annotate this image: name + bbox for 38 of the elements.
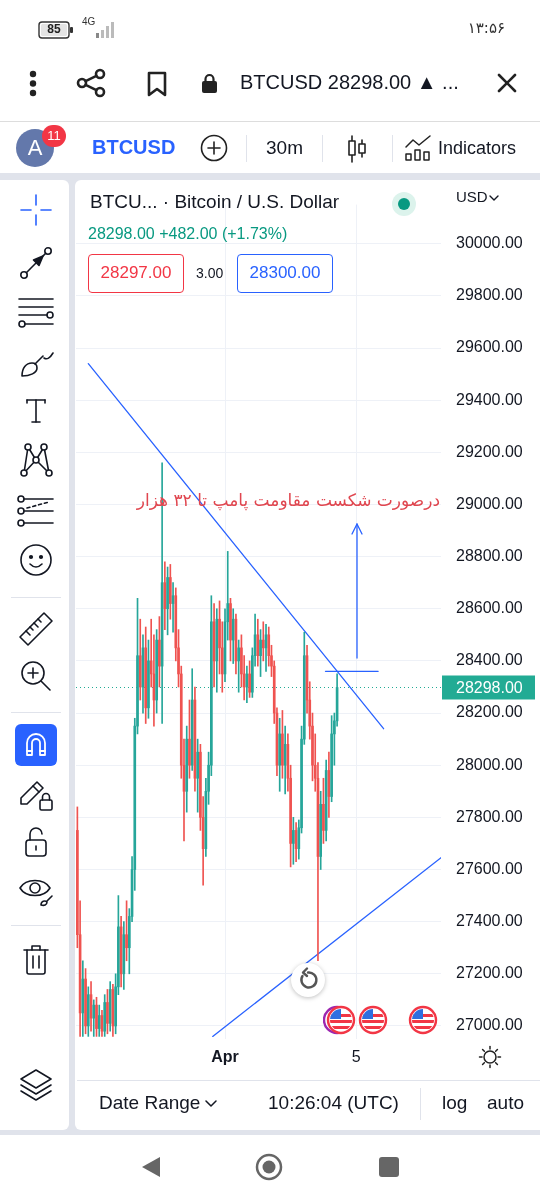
text: Date Range — [99, 1092, 201, 1114]
y-tick-label: 29200.00 — [456, 442, 523, 460]
y-tick-label: 28800.00 — [456, 547, 523, 565]
x-tick-label: Apr — [211, 1048, 239, 1066]
text: 85 — [38, 22, 70, 36]
y-tick-label: 28400.00 — [456, 651, 523, 669]
text: 11 — [47, 128, 61, 144]
y-tick-label: 27200.00 — [456, 964, 523, 982]
text: 30m — [266, 137, 303, 159]
y-tick-label: 28200.00 — [456, 703, 523, 721]
x-tick-label: 5 — [351, 1048, 361, 1066]
annotation: 3.00 — [196, 265, 224, 281]
text: USD — [456, 188, 488, 205]
y-tick-label: 27800.00 — [456, 807, 523, 825]
text: 4G — [82, 16, 96, 27]
y-tick-label: 29400.00 — [456, 390, 523, 408]
y-tick-label: 30000.00 — [456, 234, 523, 252]
text: log — [442, 1092, 468, 1114]
annotation: 28297.00 — [100, 263, 172, 284]
text: BTCUSD — [92, 136, 176, 159]
text: BTCUSD 28298.00 ▲ ... — [240, 71, 459, 94]
y-tick-label: 29800.00 — [456, 286, 523, 304]
text: 28298.00 +482.00 (+1.73%) — [88, 224, 288, 244]
text: A — [27, 134, 43, 162]
y-tick-label: 27000.00 — [456, 1016, 523, 1034]
text: auto — [487, 1092, 524, 1114]
text: Indicators — [438, 138, 517, 159]
text: ۱۳:۵۶ — [467, 19, 505, 37]
y-tick-label: 27600.00 — [456, 859, 523, 877]
y-tick-label: 27400.00 — [456, 912, 523, 930]
y-tick-label: 28600.00 — [456, 599, 523, 617]
text: 10:26:04 (UTC) — [268, 1092, 399, 1114]
ref-line-label: 28298.00 — [456, 678, 523, 696]
y-tick-label: 29600.00 — [456, 338, 523, 356]
y-tick-label: 29000.00 — [456, 494, 523, 512]
chart-title: BTCU... · Bitcoin / U.S. Dollar — [90, 191, 340, 214]
y-tick-label: 28000.00 — [456, 755, 523, 773]
annotation: 28300.00 — [249, 263, 321, 284]
